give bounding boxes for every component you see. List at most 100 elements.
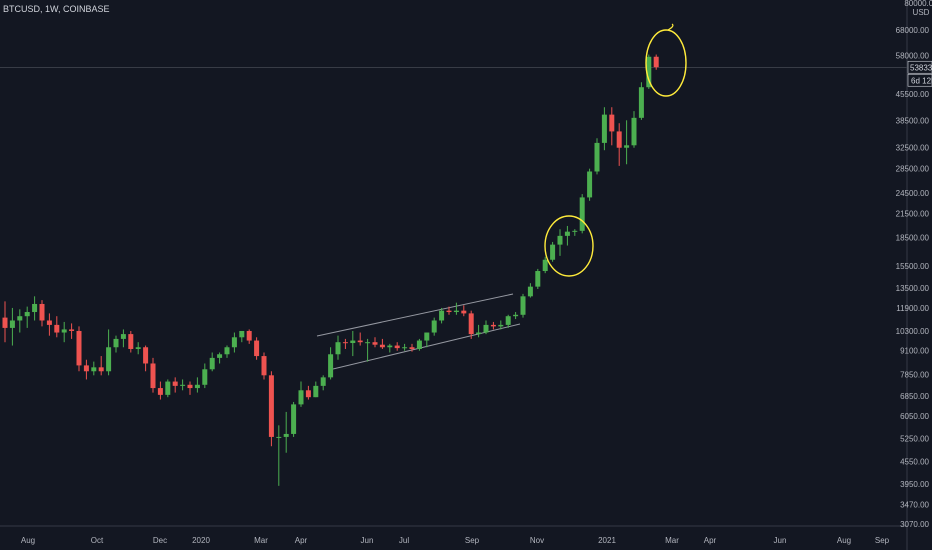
candle [217, 352, 223, 364]
candle [9, 307, 15, 346]
y-tick-label: 18500.00 [896, 234, 930, 243]
candle [328, 347, 334, 380]
candle [209, 352, 215, 372]
annotation-circle [645, 29, 687, 97]
y-tick-label: 45500.00 [896, 90, 930, 99]
candle-body [550, 244, 556, 260]
candle-body [601, 114, 607, 143]
candle [283, 411, 289, 453]
candle [638, 82, 644, 120]
candle [165, 379, 171, 398]
candle-body [461, 310, 467, 314]
y-tick-label: 38500.00 [896, 117, 930, 126]
candle-body [69, 329, 75, 331]
candle-body [143, 347, 149, 364]
candle-body [579, 197, 585, 231]
candle [268, 371, 274, 447]
candle [394, 342, 400, 351]
candle [365, 338, 371, 362]
candle [231, 332, 237, 353]
y-tick-label: 5250.00 [900, 434, 929, 443]
candle [350, 330, 356, 357]
candle [17, 309, 23, 333]
candle [276, 425, 282, 486]
candle [572, 229, 578, 236]
candle [98, 356, 104, 376]
y-tick-label: 9100.00 [900, 347, 929, 356]
candle [416, 338, 422, 351]
y-tick-label: 3950.00 [900, 480, 929, 489]
y-tick-label: 3470.00 [900, 500, 929, 509]
candle-body [283, 433, 289, 437]
candle-body [424, 332, 430, 341]
candle [609, 107, 615, 146]
candle-body [254, 340, 260, 357]
candle [624, 120, 630, 165]
x-tick-label: Sep [875, 536, 890, 545]
candle [461, 305, 467, 317]
candle-body [39, 303, 45, 321]
candle [194, 377, 200, 393]
candle [202, 363, 208, 389]
candle [69, 323, 75, 339]
candle-body [32, 303, 38, 313]
candle-body [9, 320, 15, 328]
candle-body [113, 338, 119, 348]
y-tick-label: 6850.00 [900, 392, 929, 401]
x-tick-label: Mar [254, 536, 268, 545]
candle-body [409, 347, 415, 349]
candle-body [476, 332, 482, 335]
candle [246, 329, 252, 344]
candle [187, 381, 193, 395]
candle [535, 268, 541, 290]
candle-body [305, 390, 311, 398]
candle-body [631, 117, 637, 146]
candle [542, 256, 548, 274]
x-tick-label: Oct [91, 536, 104, 545]
y-tick-label: 21500.00 [896, 210, 930, 219]
candle-body [91, 367, 97, 372]
candle-body [520, 296, 526, 315]
candle-body [379, 344, 385, 348]
y-tick-label: 68000.00 [896, 26, 930, 35]
x-tick-label: Jun [361, 536, 374, 545]
candle-body [209, 357, 215, 370]
y-tick-label: 10300.00 [896, 327, 930, 336]
x-tick-label: Apr [295, 536, 308, 545]
x-tick-label: Apr [704, 536, 717, 545]
y-tick-label: 58000.00 [896, 51, 930, 60]
candle [409, 343, 415, 352]
candle [91, 361, 97, 376]
candle-body [202, 369, 208, 385]
candle-body [320, 377, 326, 386]
candle [61, 321, 67, 343]
symbol-title: BTCUSD, 1W, COINBASE [3, 4, 110, 14]
candle [453, 302, 459, 315]
candle-body [98, 367, 104, 372]
candle-body [83, 365, 89, 372]
candle [527, 283, 533, 298]
y-tick-label: 6050.00 [900, 412, 929, 421]
candle [54, 316, 60, 338]
candle-body [646, 56, 652, 88]
y-tick-label: 24500.00 [896, 189, 930, 198]
candle-body [224, 347, 230, 355]
candle-body [653, 56, 659, 68]
x-tick-label: 2021 [598, 536, 616, 545]
candle-body [609, 114, 615, 132]
candle [320, 375, 326, 391]
y-axis-unit-label: USD [913, 8, 930, 17]
y-tick-label: 28500.00 [896, 165, 930, 174]
y-tick-label: 11900.00 [896, 304, 929, 313]
candle [2, 301, 8, 343]
candle [76, 326, 82, 372]
candle [32, 296, 38, 321]
candle-body [157, 388, 163, 395]
candle-body [624, 145, 630, 148]
candle-body [638, 87, 644, 118]
y-axis-unit-value: 80000.00 [904, 0, 932, 8]
candle-body [187, 384, 193, 389]
candle [291, 401, 297, 437]
candle [120, 329, 126, 348]
